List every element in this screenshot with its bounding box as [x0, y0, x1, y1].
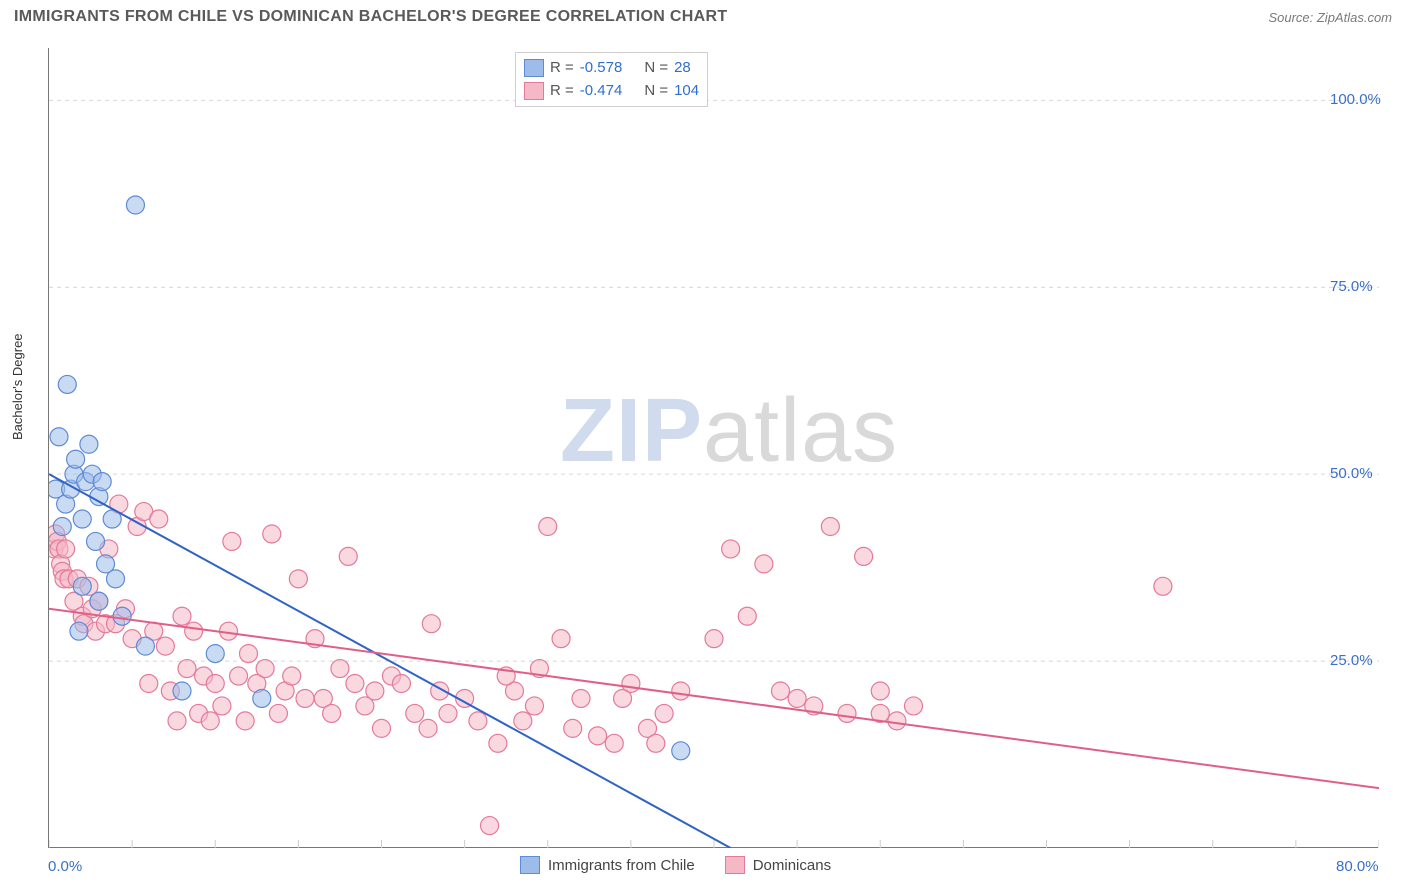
- swatch-icon: [524, 59, 544, 77]
- stats-row: R = -0.474 N = 104: [524, 80, 699, 103]
- stats-row: R = -0.578 N = 28: [524, 57, 699, 80]
- n-value: 28: [674, 57, 691, 80]
- legend-item: Immigrants from Chile: [520, 856, 695, 874]
- n-value: 104: [674, 80, 699, 103]
- correlation-stats-legend: R = -0.578 N = 28 R = -0.474 N = 104: [515, 52, 708, 107]
- swatch-icon: [524, 82, 544, 100]
- series-legend: Immigrants from Chile Dominicans: [520, 856, 831, 874]
- axis-tick-label: 0.0%: [48, 858, 82, 875]
- swatch-icon: [725, 856, 745, 874]
- axis-tick-label: 25.0%: [1330, 652, 1373, 669]
- legend-item: Dominicans: [725, 856, 831, 874]
- n-label: N =: [644, 57, 668, 80]
- legend-label: Dominicans: [753, 857, 831, 874]
- n-label: N =: [644, 80, 668, 103]
- r-value: -0.474: [580, 80, 623, 103]
- scatter-chart-svg: [49, 48, 1379, 848]
- chart-title: IMMIGRANTS FROM CHILE VS DOMINICAN BACHE…: [14, 8, 727, 26]
- chart-plot-area: [48, 48, 1378, 848]
- axis-tick-label: 100.0%: [1330, 91, 1381, 108]
- axis-tick-label: 50.0%: [1330, 465, 1373, 482]
- swatch-icon: [520, 856, 540, 874]
- r-value: -0.578: [580, 57, 623, 80]
- r-label: R =: [550, 80, 574, 103]
- axis-tick-label: 80.0%: [1336, 858, 1379, 875]
- y-axis-label: Bachelor's Degree: [10, 333, 25, 440]
- source-attribution: Source: ZipAtlas.com: [1268, 10, 1392, 25]
- legend-label: Immigrants from Chile: [548, 857, 695, 874]
- axis-tick-label: 75.0%: [1330, 278, 1373, 295]
- r-label: R =: [550, 57, 574, 80]
